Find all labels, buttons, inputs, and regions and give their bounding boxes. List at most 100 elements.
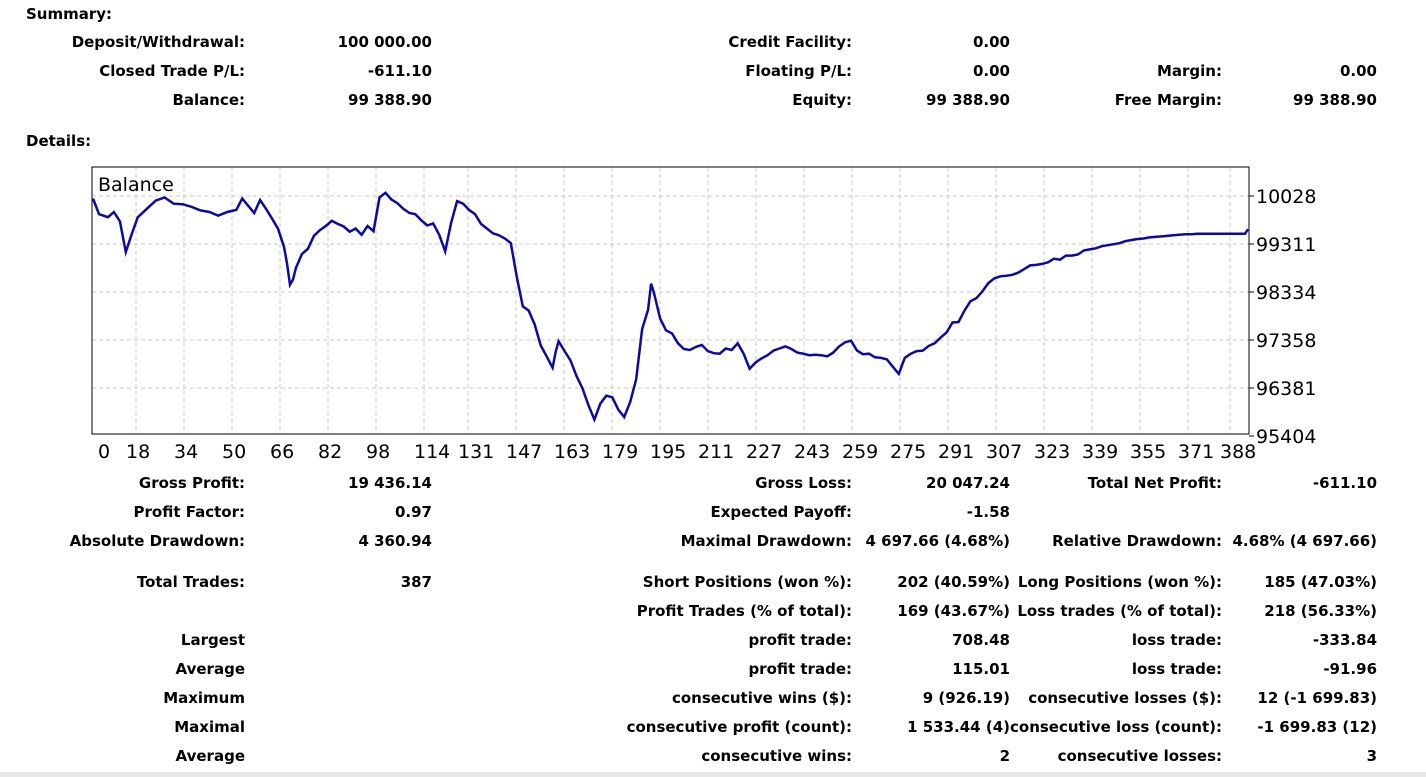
x-tick-label: 50 [222,441,246,463]
equity-value: 99 388.90 [926,91,1010,109]
profit-trades-label: Profit Trades (% of total): [636,602,852,620]
chart-grid [92,167,1249,434]
maximal-profit-label: consecutive profit (count): [626,718,852,736]
average-label: Average [175,660,245,678]
gross-profit-value: 19 436.14 [348,474,432,492]
average-profit-label: profit trade: [748,660,852,678]
x-tick-label: 291 [938,441,974,463]
balance-value: 99 388.90 [348,91,432,109]
max-cons-losses-label: consecutive losses ($): [1028,689,1222,707]
x-tick-label: 339 [1082,441,1118,463]
chart-background [92,167,1249,434]
chart-frame [91,166,1250,435]
x-tick-label: 388 [1220,441,1256,463]
maximal-loss-label: consecutive loss (count): [1010,718,1222,736]
bottom-scrollbar-strip [0,772,1426,777]
profit-factor-label: Profit Factor: [133,503,245,521]
x-tick-label: 355 [1130,441,1166,463]
equity-label: Equity: [792,91,852,109]
max-cons-wins-label: consecutive wins ($): [671,689,852,707]
deposit-label: Deposit/Withdrawal: [71,33,245,51]
balance-label: Balance: [172,91,245,109]
loss-trades-label: Loss trades (% of total): [1017,602,1222,620]
x-tick-label: 147 [506,441,542,463]
y-tick-label: 10028 [1256,186,1316,208]
profit-factor-value: 0.97 [394,503,432,521]
maximal-loss-value: -1 699.83 (12) [1257,718,1377,736]
closed-pl-label: Closed Trade P/L: [99,62,245,80]
maximal-label: Maximal [174,718,245,736]
avg-cons-wins-value: 2 [999,747,1010,765]
max-cons-wins-value: 9 (926.19) [922,689,1010,707]
largest-loss-value: -333.84 [1312,631,1377,649]
credit-value: 0.00 [972,33,1010,51]
expected-payoff-value: -1.58 [966,503,1010,521]
y-tick-label: 95404 [1256,426,1316,448]
maximal-profit-value: 1 533.44 (4) [907,718,1010,736]
rel-drawdown-label: Relative Drawdown: [1052,532,1222,550]
x-tick-label: 114 [414,441,450,463]
average-loss-label: loss trade: [1131,660,1222,678]
margin-value: 0.00 [1339,62,1377,80]
avg-cons-losses-label: consecutive losses: [1057,747,1222,765]
x-tick-label: 131 [458,441,494,463]
summary-heading: Summary: [26,5,113,23]
max-drawdown-label: Maximal Drawdown: [680,532,852,550]
rel-drawdown-value: 4.68% (4 697.66) [1232,532,1377,550]
expected-payoff-label: Expected Payoff: [710,503,852,521]
x-tick-label: 243 [794,441,830,463]
largest-profit-value: 708.48 [952,631,1010,649]
total-net-value: -611.10 [1312,474,1377,492]
x-tick-label: 0 [98,441,110,463]
max-cons-losses-value: 12 (-1 699.83) [1257,689,1377,707]
x-tick-label: 98 [366,441,390,463]
x-tick-label: 179 [602,441,638,463]
maximum-label: Maximum [163,689,245,707]
x-tick-label: 371 [1178,441,1214,463]
gross-profit-label: Gross Profit: [138,474,245,492]
details-heading: Details: [26,132,92,150]
largest-loss-label: loss trade: [1131,631,1222,649]
margin-label: Margin: [1156,62,1222,80]
total-trades-label: Total Trades: [136,573,245,591]
average2-label: Average [175,747,245,765]
free-margin-value: 99 388.90 [1293,91,1377,109]
x-tick-label: 259 [842,441,878,463]
abs-drawdown-value: 4 360.94 [358,532,432,550]
x-tick-label: 323 [1034,441,1070,463]
y-tick-label: 99311 [1256,234,1316,256]
long-positions-value: 185 (47.03%) [1264,573,1377,591]
long-positions-label: Long Positions (won %): [1017,573,1222,591]
largest-label: Largest [180,631,245,649]
profit-trades-value: 169 (43.67%) [897,602,1010,620]
x-tick-label: 307 [986,441,1022,463]
x-tick-label: 66 [270,441,294,463]
x-tick-label: 163 [554,441,590,463]
total-net-label: Total Net Profit: [1087,474,1222,492]
max-drawdown-value: 4 697.66 (4.68%) [865,532,1010,550]
gross-loss-value: 20 047.24 [926,474,1010,492]
avg-cons-losses-value: 3 [1366,747,1377,765]
deposit-value: 100 000.00 [337,33,432,51]
y-axis-ticks: 10028 99311 98334 97358 96381 95404 [1249,186,1316,448]
short-positions-label: Short Positions (won %): [642,573,852,591]
average-loss-value: -91.96 [1323,660,1377,678]
gross-loss-label: Gross Loss: [755,474,852,492]
floating-pl-label: Floating P/L: [745,62,852,80]
short-positions-value: 202 (40.59%) [897,573,1010,591]
y-tick-label: 98334 [1256,282,1316,304]
closed-pl-value: -611.10 [367,62,432,80]
chart-title: Balance [98,174,174,196]
avg-cons-wins-label: consecutive wins: [701,747,852,765]
x-tick-label: 227 [746,441,782,463]
x-tick-label: 34 [174,441,198,463]
x-tick-label: 211 [698,441,734,463]
abs-drawdown-label: Absolute Drawdown: [69,532,245,550]
y-tick-label: 97358 [1256,330,1316,352]
x-tick-label: 195 [650,441,686,463]
balance-line [91,191,1250,424]
x-tick-label: 82 [318,441,342,463]
average-profit-value: 115.01 [952,660,1010,678]
floating-pl-value: 0.00 [972,62,1010,80]
